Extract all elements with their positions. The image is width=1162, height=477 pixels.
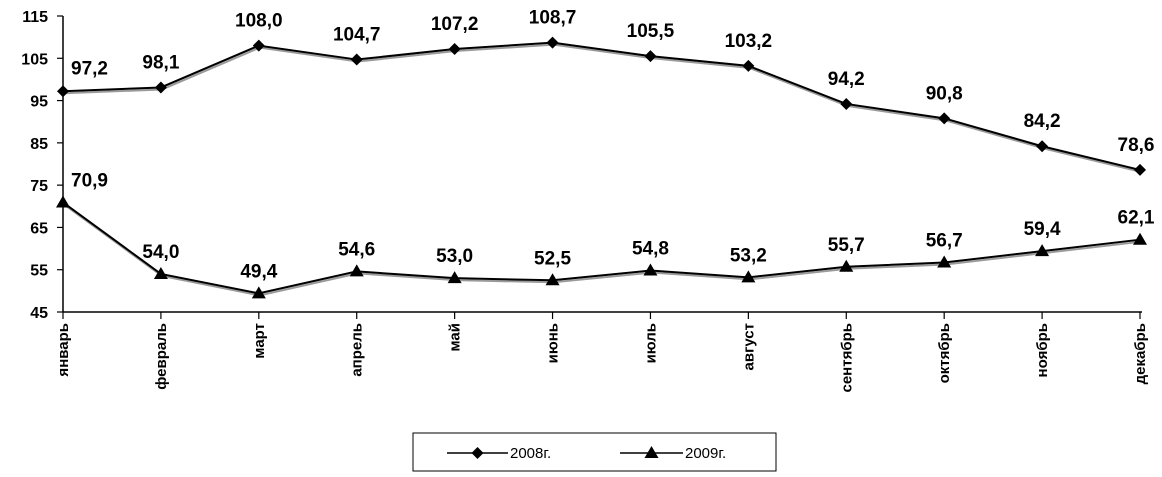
legend-marker (644, 446, 659, 458)
data-label: 98,1 (142, 52, 179, 73)
data-point (839, 259, 854, 272)
series-line (62, 201, 1141, 295)
y-tick-label: 45 (30, 305, 48, 322)
data-label: 53,0 (436, 246, 473, 267)
legend-marker (471, 447, 484, 459)
data-label: 49,4 (240, 261, 277, 282)
data-point (1133, 232, 1147, 245)
data-point (447, 271, 462, 284)
legend: 2008г. 2009г. (412, 432, 777, 472)
y-tick-label: 75 (30, 178, 48, 195)
data-point (251, 286, 266, 299)
x-tick-label: октябрь (936, 323, 953, 383)
y-tick-label: 115 (22, 9, 48, 26)
data-label: 90,8 (926, 83, 963, 104)
x-tick-label: ноябрь (1034, 323, 1051, 377)
data-label: 52,5 (534, 248, 571, 269)
data-point (546, 36, 559, 49)
y-tick-label: 105 (21, 51, 48, 68)
data-point (937, 255, 952, 268)
axes (62, 16, 1142, 313)
data-point (350, 53, 363, 66)
data-label: 104,7 (333, 25, 381, 46)
x-tick-label: август (740, 323, 757, 370)
y-tick-label: 95 (30, 94, 48, 111)
data-label: 94,2 (828, 69, 865, 90)
data-label: 103,2 (725, 31, 773, 52)
data-point (153, 266, 168, 279)
x-tick-label: февраль (153, 323, 170, 390)
legend-label: 2009г. (685, 445, 726, 462)
x-tick-label: июль (642, 323, 659, 363)
y-tick-label: 65 (30, 220, 48, 237)
data-point (1036, 140, 1049, 153)
series-line (62, 41, 1141, 171)
data-point (56, 195, 70, 208)
data-point (57, 85, 69, 98)
data-label: 108,0 (235, 11, 283, 32)
data-point (1035, 244, 1050, 257)
x-tick-label: июнь (545, 323, 562, 363)
data-label: 107,2 (431, 14, 479, 35)
data-point (742, 59, 755, 72)
y-ticks: 45 55 65 75 85 95 105 115 (21, 9, 63, 322)
y-tick-label: 85 (30, 136, 48, 153)
data-label: 108,7 (529, 8, 577, 29)
x-ticks: январь февраль март апрель май июнь июль август… (55, 312, 1149, 393)
series-line-shadow (63, 43, 1142, 173)
series-line-shadow (63, 203, 1142, 297)
data-label: 54,0 (142, 242, 179, 263)
data-point (1134, 163, 1146, 176)
x-tick-label: сентябрь (838, 323, 855, 393)
x-tick-label: апрель (349, 323, 366, 377)
data-point (154, 81, 167, 94)
data-labels: 97,2 98,1 108,0 104,7 107,2 108,7 105,5 103,2 94… (71, 8, 1155, 283)
x-tick-label: декабрь (1132, 323, 1149, 384)
data-label: 59,4 (1024, 219, 1061, 240)
data-point (643, 263, 658, 276)
data-label: 56,7 (926, 231, 963, 252)
data-label: 84,2 (1024, 111, 1061, 132)
data-point (349, 264, 364, 277)
data-label: 62,1 (1118, 208, 1155, 229)
data-label: 97,2 (71, 58, 108, 79)
data-label: 70,9 (71, 170, 108, 191)
data-label: 54,6 (338, 239, 375, 260)
y-tick-label: 55 (30, 263, 48, 280)
data-point (448, 42, 461, 55)
data-point (741, 270, 756, 283)
data-point (252, 39, 265, 52)
data-label: 53,2 (730, 245, 767, 266)
data-point (545, 273, 560, 286)
x-tick-label: март (251, 323, 268, 359)
data-label: 54,8 (632, 239, 669, 260)
data-label: 105,5 (627, 21, 675, 42)
series-group (56, 36, 1147, 299)
x-tick-label: январь (55, 323, 72, 377)
legend-label: 2008г. (510, 445, 551, 462)
data-label: 78,6 (1118, 135, 1155, 156)
data-point (840, 97, 853, 110)
data-label: 55,7 (828, 235, 865, 256)
data-point (644, 50, 657, 63)
x-tick-label: май (447, 323, 464, 351)
data-point (938, 112, 951, 125)
